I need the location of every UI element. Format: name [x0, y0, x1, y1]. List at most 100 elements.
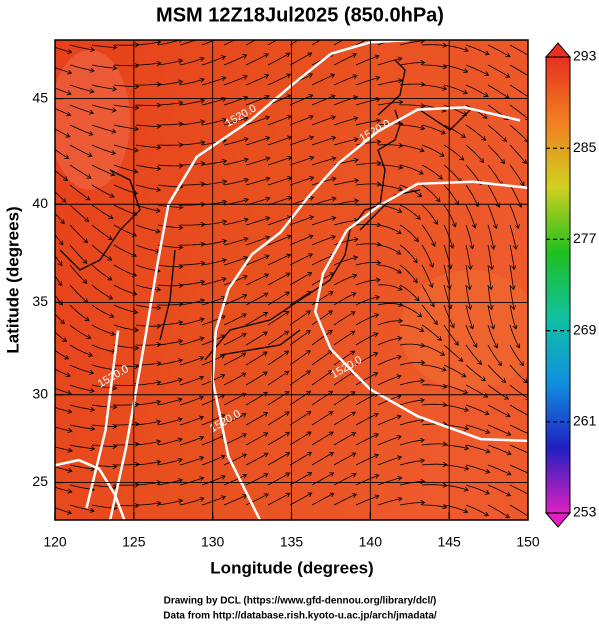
streamline	[267, 75, 290, 86]
streamline	[399, 400, 423, 406]
streamline	[421, 404, 446, 405]
x-tick-label: 135	[280, 534, 304, 550]
streamline	[443, 384, 467, 393]
streamline	[113, 284, 136, 294]
y-tick-label: 30	[32, 385, 48, 401]
colorbar-tick-label: 261	[573, 413, 597, 429]
streamline	[55, 387, 70, 394]
streamline	[223, 354, 245, 366]
contour-line	[108, 40, 410, 520]
streamline	[509, 364, 527, 382]
colorbar-bottom-extend	[544, 512, 572, 528]
streamline	[311, 412, 332, 426]
streamline	[113, 244, 135, 256]
streamline	[509, 124, 528, 141]
streamline	[267, 293, 289, 306]
streamline	[443, 164, 461, 182]
streamline	[443, 424, 468, 429]
colorbar-tick-label: 269	[573, 321, 597, 337]
streamline	[311, 40, 321, 46]
streamline	[157, 224, 182, 228]
streamline	[509, 244, 514, 269]
streamline	[355, 414, 377, 426]
streamline	[267, 255, 290, 266]
streamline	[267, 178, 291, 186]
streamline	[201, 221, 226, 226]
streamline	[223, 334, 245, 346]
streamline	[223, 495, 246, 506]
streamline	[55, 212, 64, 223]
streamline	[69, 404, 94, 410]
streamline	[69, 104, 93, 113]
streamline	[465, 224, 472, 248]
streamline	[443, 184, 458, 204]
streamline	[91, 224, 111, 239]
streamline	[421, 144, 443, 156]
streamline	[135, 144, 160, 148]
streamline	[91, 244, 111, 260]
streamline	[377, 224, 400, 233]
streamline	[69, 224, 87, 242]
streamline	[311, 96, 334, 106]
streamline	[157, 322, 182, 326]
streamline	[179, 300, 204, 306]
streamline	[333, 433, 355, 446]
streamline	[55, 294, 62, 304]
streamline	[487, 504, 509, 517]
streamline	[509, 324, 519, 347]
streamline	[179, 357, 203, 366]
streamline	[69, 344, 92, 356]
streamline	[267, 473, 289, 486]
streamline	[179, 397, 203, 406]
x-axis-label: Longitude (degrees)	[210, 558, 373, 577]
streamline	[443, 144, 463, 160]
streamline	[69, 464, 94, 469]
streamline	[487, 64, 509, 77]
streamline	[267, 236, 290, 246]
streamline	[179, 100, 204, 106]
streamline	[333, 413, 355, 426]
streamline	[245, 275, 268, 286]
streamline	[465, 284, 470, 309]
streamline	[245, 54, 268, 66]
colorbar-tick-label: 253	[573, 504, 597, 520]
streamline	[201, 241, 226, 246]
streamline	[465, 204, 475, 227]
streamline	[157, 360, 182, 366]
streamline	[333, 332, 354, 346]
streamline	[69, 164, 90, 178]
streamline	[377, 80, 402, 86]
streamline	[223, 219, 247, 226]
streamline	[245, 237, 269, 246]
x-tick-label: 140	[359, 534, 383, 550]
streamline	[333, 139, 357, 146]
streamline	[289, 217, 313, 226]
streamline	[443, 364, 465, 376]
streamline	[399, 284, 418, 300]
streamline	[289, 453, 311, 466]
streamline	[69, 324, 90, 338]
streamline	[421, 304, 437, 324]
streamline	[487, 304, 494, 328]
streamline	[399, 304, 421, 316]
streamline	[333, 275, 356, 286]
streamline	[179, 40, 203, 46]
streamline	[157, 341, 182, 346]
streamline	[179, 244, 204, 245]
streamline	[355, 262, 380, 266]
streamline	[377, 184, 401, 190]
streamline	[333, 118, 357, 126]
streamline	[465, 484, 489, 493]
streamline	[135, 125, 160, 126]
streamline	[55, 128, 69, 137]
streamline	[157, 103, 182, 105]
streamline	[421, 164, 442, 179]
streamline	[135, 164, 160, 169]
streamline	[267, 217, 291, 226]
colorbar	[545, 56, 571, 514]
streamline	[487, 284, 492, 309]
streamline	[179, 437, 203, 446]
streamline	[399, 440, 423, 446]
streamline	[55, 446, 71, 451]
warm-patch	[400, 270, 528, 390]
